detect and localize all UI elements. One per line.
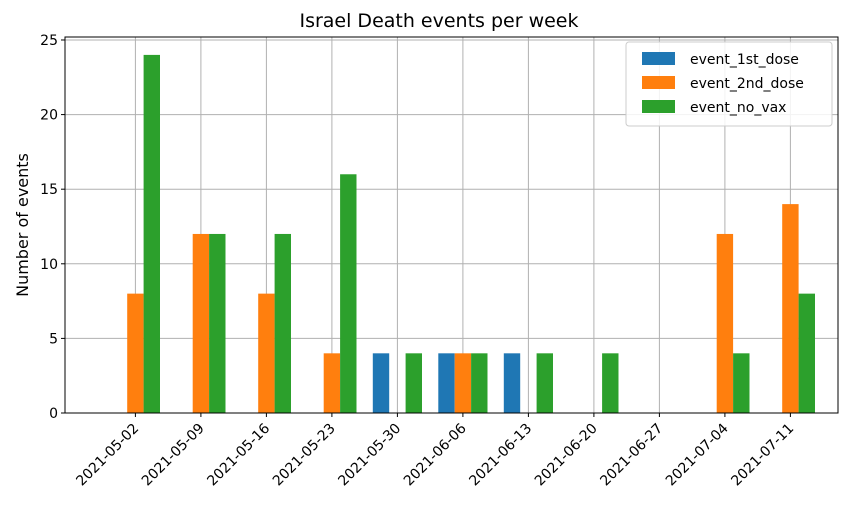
legend-label: event_no_vax <box>690 100 786 116</box>
y-tick-label: 20 <box>40 108 58 124</box>
bar-event_no_vax <box>340 174 357 413</box>
bar-event_no_vax <box>405 353 422 413</box>
bar-event_2nd_dose <box>323 353 341 413</box>
x-tick-label: 2021-06-06 <box>401 420 470 489</box>
bar-event_2nd_dose <box>192 233 210 413</box>
x-tick-label: 2021-06-27 <box>597 421 666 490</box>
bars <box>127 54 815 414</box>
bar-event_no_vax <box>733 353 750 413</box>
bar-event_1st_dose <box>438 353 455 413</box>
bar-event_1st_dose <box>372 353 390 413</box>
chart-title: Israel Death events per week <box>299 10 578 32</box>
legend-swatch <box>642 100 675 113</box>
y-tick-label: 15 <box>40 182 58 198</box>
bar-event_2nd_dose <box>782 204 799 413</box>
bar-event_2nd_dose <box>258 293 275 413</box>
y-tick-label: 5 <box>49 331 58 347</box>
y-tick-label: 0 <box>49 406 58 422</box>
x-tick-label: 2021-07-11 <box>728 421 797 490</box>
y-axis-label: Number of events <box>13 153 32 297</box>
bar-event_no_vax <box>209 233 226 413</box>
legend-label: event_1st_dose <box>690 52 799 68</box>
legend-swatch <box>642 52 675 65</box>
bar-event_2nd_dose <box>127 293 144 413</box>
bar-event_2nd_dose <box>454 353 472 413</box>
legend-swatch <box>642 76 675 89</box>
y-axis: 0 5 10 15 20 25 <box>40 33 65 422</box>
bar-event_no_vax <box>602 353 619 413</box>
bar-event_no_vax <box>798 293 815 413</box>
legend-label: event_2nd_dose <box>690 76 804 92</box>
y-tick-label: 10 <box>40 257 58 273</box>
bar-event_1st_dose <box>503 353 521 413</box>
x-tick-label: 2021-05-23 <box>270 421 339 490</box>
bar-event_no_vax <box>143 54 160 414</box>
legend-box <box>625 41 833 127</box>
x-tick-label: 2021-06-20 <box>532 421 601 490</box>
bar-event_no_vax <box>274 233 291 413</box>
x-tick-label: 2021-05-16 <box>204 420 273 489</box>
y-tick-label: 25 <box>40 33 58 49</box>
x-tick-label: 2021-05-30 <box>335 421 404 490</box>
x-tick-label: 2021-06-13 <box>466 421 535 490</box>
x-tick-label: 2021-05-02 <box>73 421 142 490</box>
legend: event_1st_dose event_2nd_dose event_no_vax <box>625 41 833 127</box>
bar-event_2nd_dose <box>716 233 734 413</box>
x-tick-label: 2021-07-04 <box>663 420 732 489</box>
x-axis: 2021-05-022021-05-092021-05-162021-05-23… <box>73 413 797 489</box>
x-tick-label: 2021-05-09 <box>139 421 208 490</box>
bar-event_no_vax <box>471 353 488 413</box>
bar-event_no_vax <box>536 353 553 413</box>
plot-frame <box>64 36 839 414</box>
